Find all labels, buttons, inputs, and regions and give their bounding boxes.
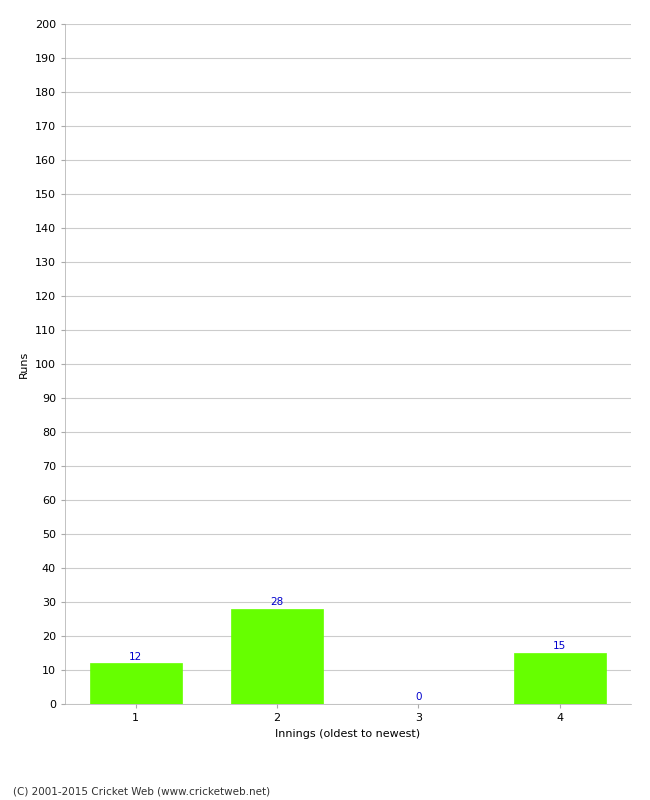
Text: 15: 15	[553, 642, 566, 651]
Y-axis label: Runs: Runs	[20, 350, 29, 378]
Bar	[231, 609, 323, 704]
Bar	[514, 653, 606, 704]
Text: (C) 2001-2015 Cricket Web (www.cricketweb.net): (C) 2001-2015 Cricket Web (www.cricketwe…	[13, 786, 270, 796]
Bar	[90, 663, 181, 704]
Text: 0: 0	[415, 692, 422, 702]
X-axis label: Innings (oldest to newest): Innings (oldest to newest)	[275, 729, 421, 738]
Text: 28: 28	[270, 597, 283, 607]
Text: 12: 12	[129, 651, 142, 662]
